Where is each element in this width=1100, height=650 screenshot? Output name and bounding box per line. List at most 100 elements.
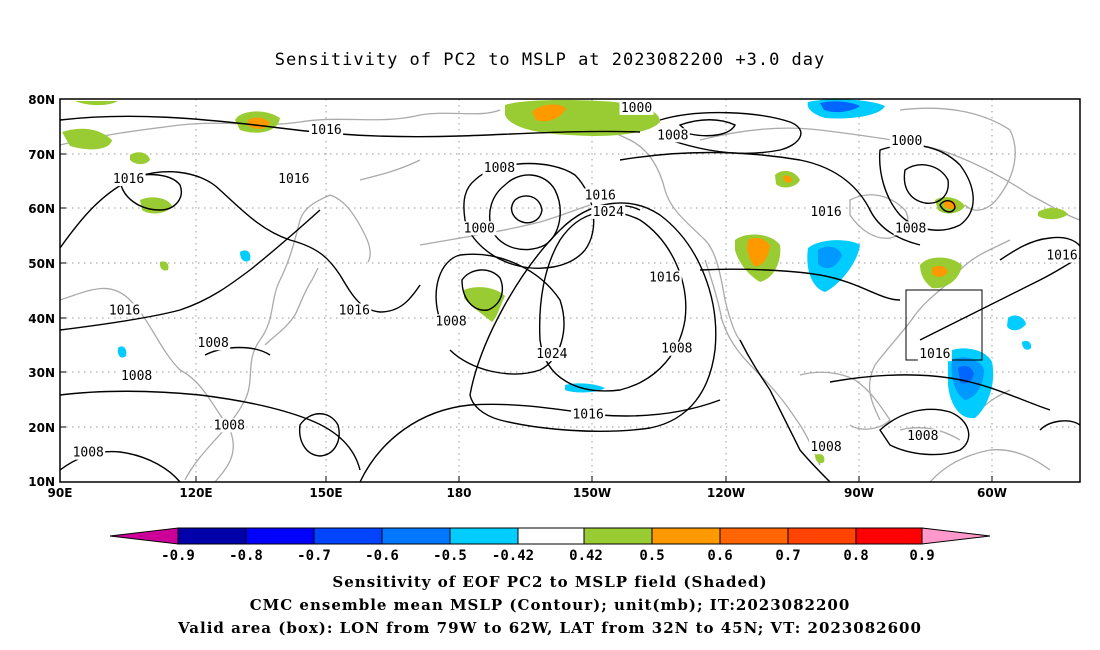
lon-tick-labels: 90E 120E 150E 180 150W 120W 90W 60W [48,486,1007,500]
contour-label-bg [571,407,606,422]
coastline-japan [264,267,319,346]
lat-label-30n: 30N [28,366,55,380]
coastlines [59,107,1081,483]
contour-1000 [903,164,949,204]
colorbar-segment [583,527,653,545]
contour-label: 1008 [907,429,938,444]
contour-1016 [469,202,717,432]
lon-label-150w: 150W [573,486,611,500]
colorbar-label: 0.8 [843,548,868,564]
contour-1024 [538,211,687,392]
shade-positive [464,287,505,322]
contour-label: 1016 [113,172,144,187]
contour-label-bg [889,133,924,148]
colorbar-segment [245,527,315,545]
contour-label-bg [893,221,928,236]
contour-label: 1008 [435,314,466,329]
contour-label: 1016 [278,172,309,187]
contour-1008 [878,144,974,231]
shade-negative [1022,340,1032,350]
contour-labels: 1016 1016 1016 1016 1016 1016 1024 1024 1016 1016… [71,100,1079,461]
contour-label: 1008 [484,161,515,176]
map-frame [59,98,1081,483]
lon-label-120e: 120E [179,486,212,500]
colorbar-label: 0.5 [639,548,664,564]
contour-label-bg [462,221,497,236]
colorbar-segment [855,527,923,545]
shade-positive-0.5 [747,238,770,267]
contour-1000 [678,119,736,137]
colorbar-segment [381,527,451,545]
lat-label-40n: 40N [28,312,55,326]
contour-1008 [659,111,802,154]
contour-1008 [1039,420,1081,431]
contour-1016 [919,257,1081,341]
shade-negative [240,250,251,262]
lat-label-50n: 50N [28,257,55,271]
contour-label: 1024 [593,205,624,220]
contour-label: 1008 [657,128,688,143]
colorbar-high-triangle [921,527,991,545]
contour-label-bg [534,347,569,362]
colorbar-label: 0.6 [707,548,732,564]
contour-label-bg [809,204,844,219]
colorbar-segment [177,527,247,545]
shade-positive [159,261,169,271]
shade-negative-0.5 [820,101,860,113]
contour-label-bg [119,369,154,384]
contour-label: 1008 [661,342,692,357]
contour-label: 1008 [73,446,104,461]
contour-label-bg [619,100,654,115]
lat-label-80n: 80N [28,93,55,107]
colorbar-low-triangle [109,527,179,545]
shade-positive-0.5 [532,104,566,122]
contour-1016 [59,115,641,138]
colorbar-label: -0.42 [492,548,534,564]
contour-label-bg [309,122,344,137]
colorbar-label: -0.5 [433,548,467,564]
coastline-arctic-siberia [59,109,501,146]
colorbar-segment [313,527,383,545]
contour-label: 1016 [810,205,841,220]
colorbar-label: 0.9 [909,548,934,564]
contour-label-bg [212,418,247,433]
contour-label: 1016 [585,188,616,203]
contour-1008 [488,174,561,251]
colorbar-label: -0.9 [161,548,195,564]
contour-label-bg [583,188,618,203]
colorbar-label: -0.6 [365,548,399,564]
sensitivity-shading [62,99,1068,464]
contour-label-bg [809,440,844,455]
contour-label: 1016 [649,271,680,286]
contour-1008 [461,269,504,311]
colorbar-segment [449,527,519,545]
contour-label-bg [107,303,142,318]
contour-label: 1000 [891,134,922,149]
coastline-gulf-of-mexico [799,371,891,430]
coastline-greenland [899,107,1016,211]
contour-label: 1016 [1046,249,1077,264]
contour-1016 [699,268,901,301]
shade-positive [75,101,118,106]
contour-1016 [463,162,595,269]
coastline-kamchatka [329,159,421,263]
contour-label-bg [482,161,517,176]
colorbar-segment [651,527,721,545]
colorbar-label: 0.7 [775,548,800,564]
lon-label-90e: 90E [48,486,73,500]
lon-label-60w: 60W [977,486,1007,500]
shade-negative [1007,315,1026,331]
contour-label-bg [434,314,469,329]
contour-1008 [204,346,271,356]
contour-1016 [435,253,565,375]
caption-line-2: CMC ensemble mean MSLP (Contour); unit(m… [249,596,851,614]
contour-label-bg [196,336,231,351]
lat-label-10n: 10N [28,475,55,489]
shade-positive [62,128,112,150]
shade-positive [815,453,825,464]
contour-label: 1016 [919,347,950,362]
coastline-aleutians [419,204,591,246]
caption-line-3: Valid area (box): LON from 79W to 62W, L… [178,619,922,637]
colorbar-segment [787,527,857,545]
shade-negative [117,346,127,358]
